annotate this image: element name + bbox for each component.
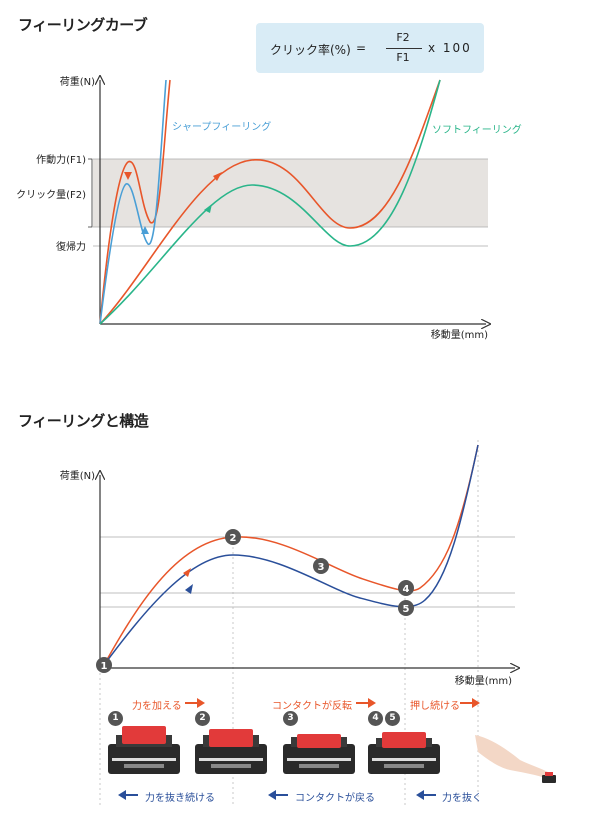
formula-fraction-bar bbox=[386, 48, 422, 49]
section-title-feeling-structure: フィーリングと構造 bbox=[18, 412, 149, 430]
formula-lhs: クリック率(%) bbox=[270, 43, 351, 57]
svg-text:4: 4 bbox=[403, 584, 410, 595]
switch-illustration-1 bbox=[108, 726, 180, 774]
sharp-feeling-label: シャープフィーリング bbox=[172, 120, 271, 133]
click-ratio-formula: クリック率(%) = F2 F1 x 100 bbox=[256, 23, 484, 73]
svg-text:1: 1 bbox=[101, 661, 108, 672]
action-release-force: 力を抜く bbox=[442, 793, 482, 804]
point-marker-1: 1 bbox=[96, 657, 112, 673]
press-arrowhead-2 bbox=[183, 568, 191, 577]
formula-numerator: F2 bbox=[396, 31, 410, 44]
x-axis-label-2: 移動量(mm) bbox=[455, 674, 512, 687]
svg-text:2: 2 bbox=[230, 533, 237, 544]
formula-denominator: F1 bbox=[396, 51, 410, 64]
action-contact-return: コンタクトが戻る bbox=[295, 793, 375, 804]
click-band bbox=[93, 159, 488, 227]
switch-badge-5: 5 bbox=[385, 711, 400, 726]
arrow-keep-pressing bbox=[460, 698, 480, 708]
soft-feeling-label: ソフトフィーリング bbox=[432, 123, 522, 136]
action-contact-reverse: コンタクトが反転 bbox=[272, 701, 352, 712]
switch-badge-3: 3 bbox=[283, 711, 298, 726]
switch-illustration-45 bbox=[368, 732, 440, 774]
action-apply-force: 力を加える bbox=[132, 701, 182, 712]
svg-text:3: 3 bbox=[318, 562, 325, 573]
sharp-release-arrowhead bbox=[141, 226, 149, 234]
soft-release-curve bbox=[99, 79, 441, 325]
sharp-press-curve bbox=[99, 79, 171, 325]
soft-press-arrowhead bbox=[213, 172, 222, 181]
svg-text:5: 5 bbox=[403, 604, 410, 615]
y-axis-label-1: 荷重(N) bbox=[60, 75, 95, 88]
action-keep-pressing: 押し続ける bbox=[410, 701, 460, 712]
point-marker-3: 3 bbox=[313, 558, 329, 574]
f2-bracket bbox=[88, 158, 93, 228]
switch-badge-1: 1 bbox=[108, 711, 123, 726]
switch-badge-2: 2 bbox=[195, 711, 210, 726]
formula-equals: = bbox=[356, 41, 367, 55]
section-title-feeling-curve: フィーリングカーブ bbox=[18, 16, 148, 34]
soft-release-arrowhead bbox=[204, 204, 212, 213]
point-marker-4: 4 bbox=[398, 580, 414, 596]
formula-multiplier: x 100 bbox=[428, 41, 472, 55]
arrow-apply-force bbox=[185, 698, 205, 708]
return-force-label: 復帰力 bbox=[56, 240, 86, 253]
point-marker-5: 5 bbox=[398, 600, 414, 616]
press-curve-2 bbox=[103, 444, 479, 666]
release-curve-2 bbox=[103, 444, 479, 666]
y-axis-label-2: 荷重(N) bbox=[60, 469, 95, 482]
finger-press-illustration bbox=[475, 735, 556, 783]
arrow-keep-releasing bbox=[118, 790, 138, 800]
arrow-contact-return bbox=[268, 790, 288, 800]
f2-label: クリック量(F2) bbox=[16, 189, 86, 201]
sharp-release-curve bbox=[99, 79, 167, 325]
switch-illustration-2 bbox=[195, 729, 267, 774]
arrow-release-force bbox=[416, 790, 436, 800]
switch-badge-4: 4 bbox=[368, 711, 383, 726]
point-marker-2: 2 bbox=[225, 529, 241, 545]
arrow-contact-reverse bbox=[356, 698, 376, 708]
soft-press-curve bbox=[99, 79, 441, 325]
x-axis-label-1: 移動量(mm) bbox=[431, 328, 488, 341]
switch-illustration-3 bbox=[283, 734, 355, 774]
release-arrowhead-2 bbox=[185, 584, 193, 594]
sharp-press-arrowhead bbox=[124, 172, 132, 180]
action-keep-releasing: 力を抜き続ける bbox=[145, 793, 215, 804]
f1-label: 作動力(F1) bbox=[36, 153, 86, 166]
